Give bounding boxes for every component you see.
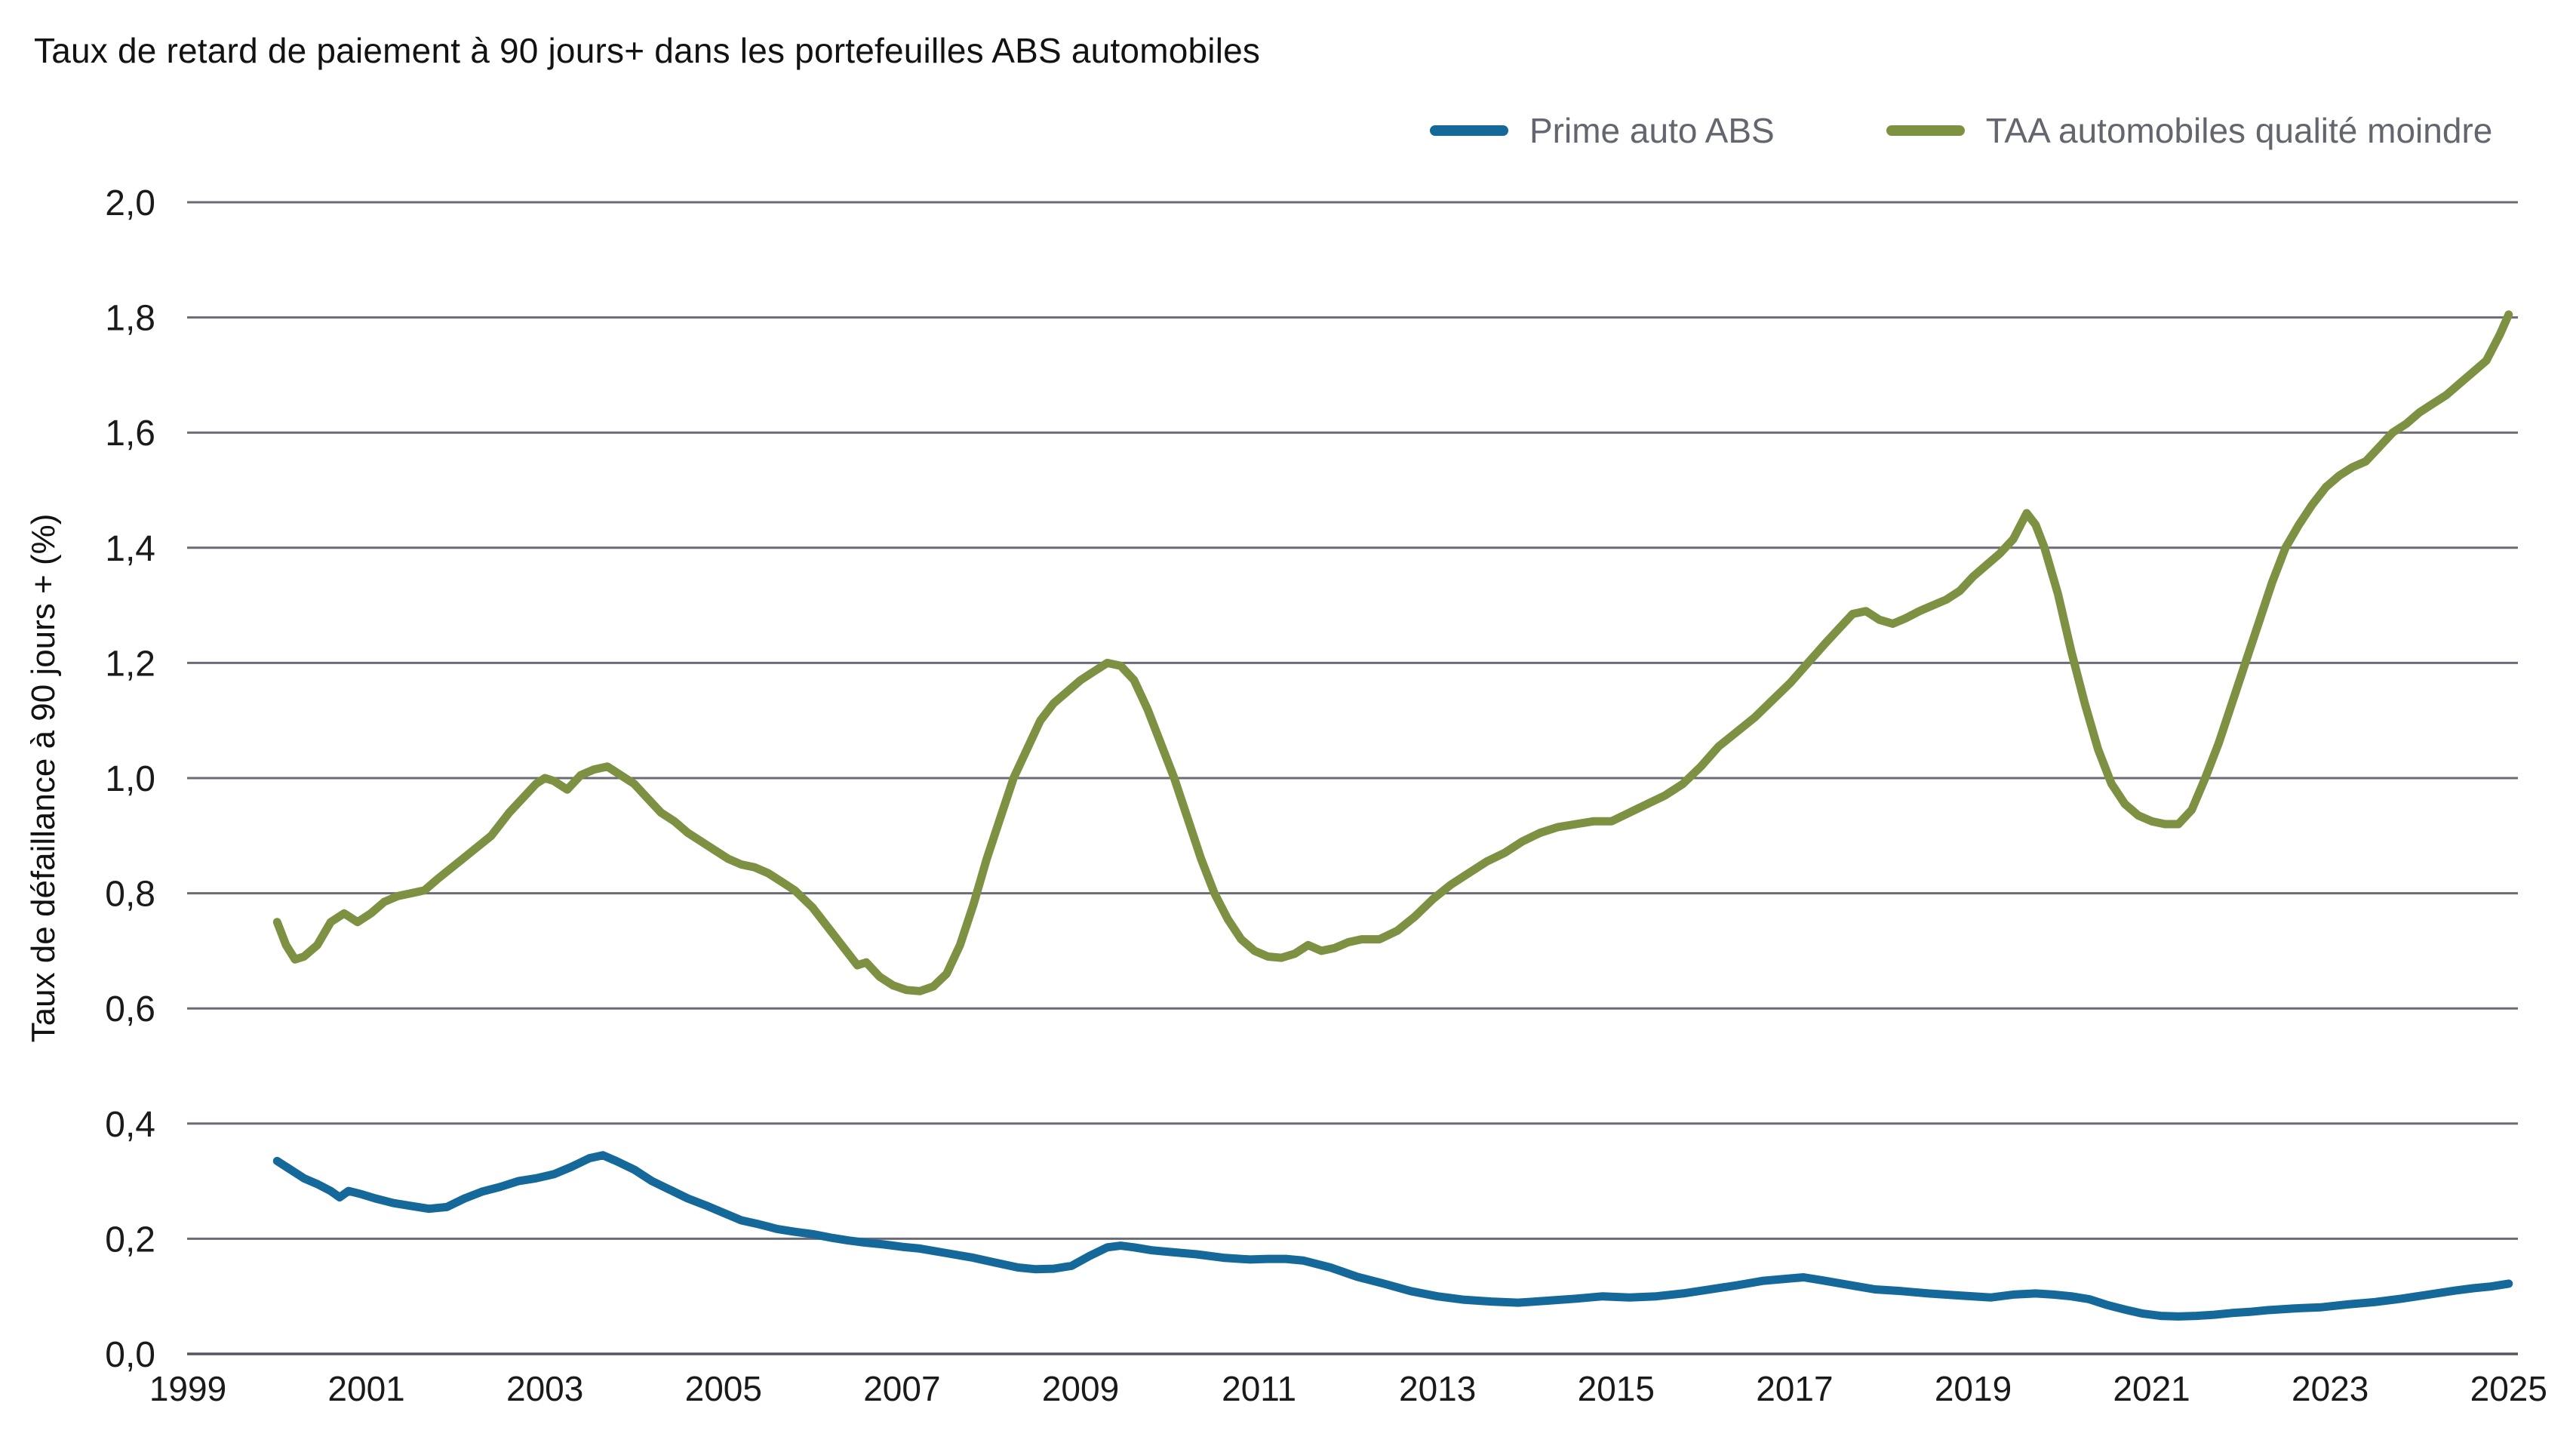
- y-tick-label: 0,2: [105, 1220, 155, 1260]
- y-tick-label: 0,0: [105, 1335, 155, 1375]
- x-tick-label: 2001: [327, 1369, 404, 1408]
- y-tick-label: 2,0: [105, 183, 155, 223]
- y-tick-label: 1,6: [105, 414, 155, 454]
- prime-line-swatch-icon: [1430, 125, 1508, 136]
- x-tick-label: 2003: [506, 1369, 583, 1408]
- x-tick-label: 2005: [685, 1369, 762, 1408]
- series-line-prime-auto-abs: [272, 1151, 2513, 1321]
- x-tick-label: 2019: [1935, 1369, 2012, 1408]
- y-tick-label: 0,6: [105, 989, 155, 1029]
- x-tick-label: 2013: [1399, 1369, 1476, 1408]
- y-tick-label: 0,8: [105, 875, 155, 915]
- x-tick-label: 2017: [1756, 1369, 1833, 1408]
- y-tick-label: 1,2: [105, 644, 155, 684]
- y-tick-label: 1,8: [105, 299, 155, 339]
- taa-line-swatch-icon: [1886, 125, 1965, 136]
- legend-item-prime: Prime auto ABS: [1430, 110, 1775, 151]
- legend-item-taa: TAA automobiles qualité moindre: [1886, 110, 2493, 151]
- x-tick-label: 2007: [863, 1369, 940, 1408]
- y-tick-label: 1,0: [105, 759, 155, 799]
- x-tick-label: 1999: [149, 1369, 226, 1408]
- y-tick-label: 1,4: [105, 529, 155, 569]
- y-tick-label: 0,4: [105, 1105, 155, 1145]
- legend-label-taa: TAA automobiles qualité moindre: [1985, 111, 2493, 150]
- x-tick-label: 2025: [2470, 1369, 2547, 1408]
- legend: Prime auto ABS TAA automobiles qualité m…: [1430, 110, 2492, 151]
- chart-title: Taux de retard de paiement à 90 jours+ d…: [34, 31, 1261, 70]
- x-tick-label: 2021: [2113, 1369, 2190, 1408]
- legend-label-prime: Prime auto ABS: [1529, 111, 1775, 150]
- series-line-taa-qualite-moindre: [272, 310, 2513, 995]
- x-tick-label: 2023: [2292, 1369, 2369, 1408]
- x-tick-label: 2011: [1222, 1369, 1296, 1408]
- y-axis-title: Taux de défaillance à 90 jours + (%): [25, 514, 62, 1043]
- x-tick-label: 2015: [1578, 1369, 1655, 1408]
- x-tick-label: 2009: [1042, 1369, 1119, 1408]
